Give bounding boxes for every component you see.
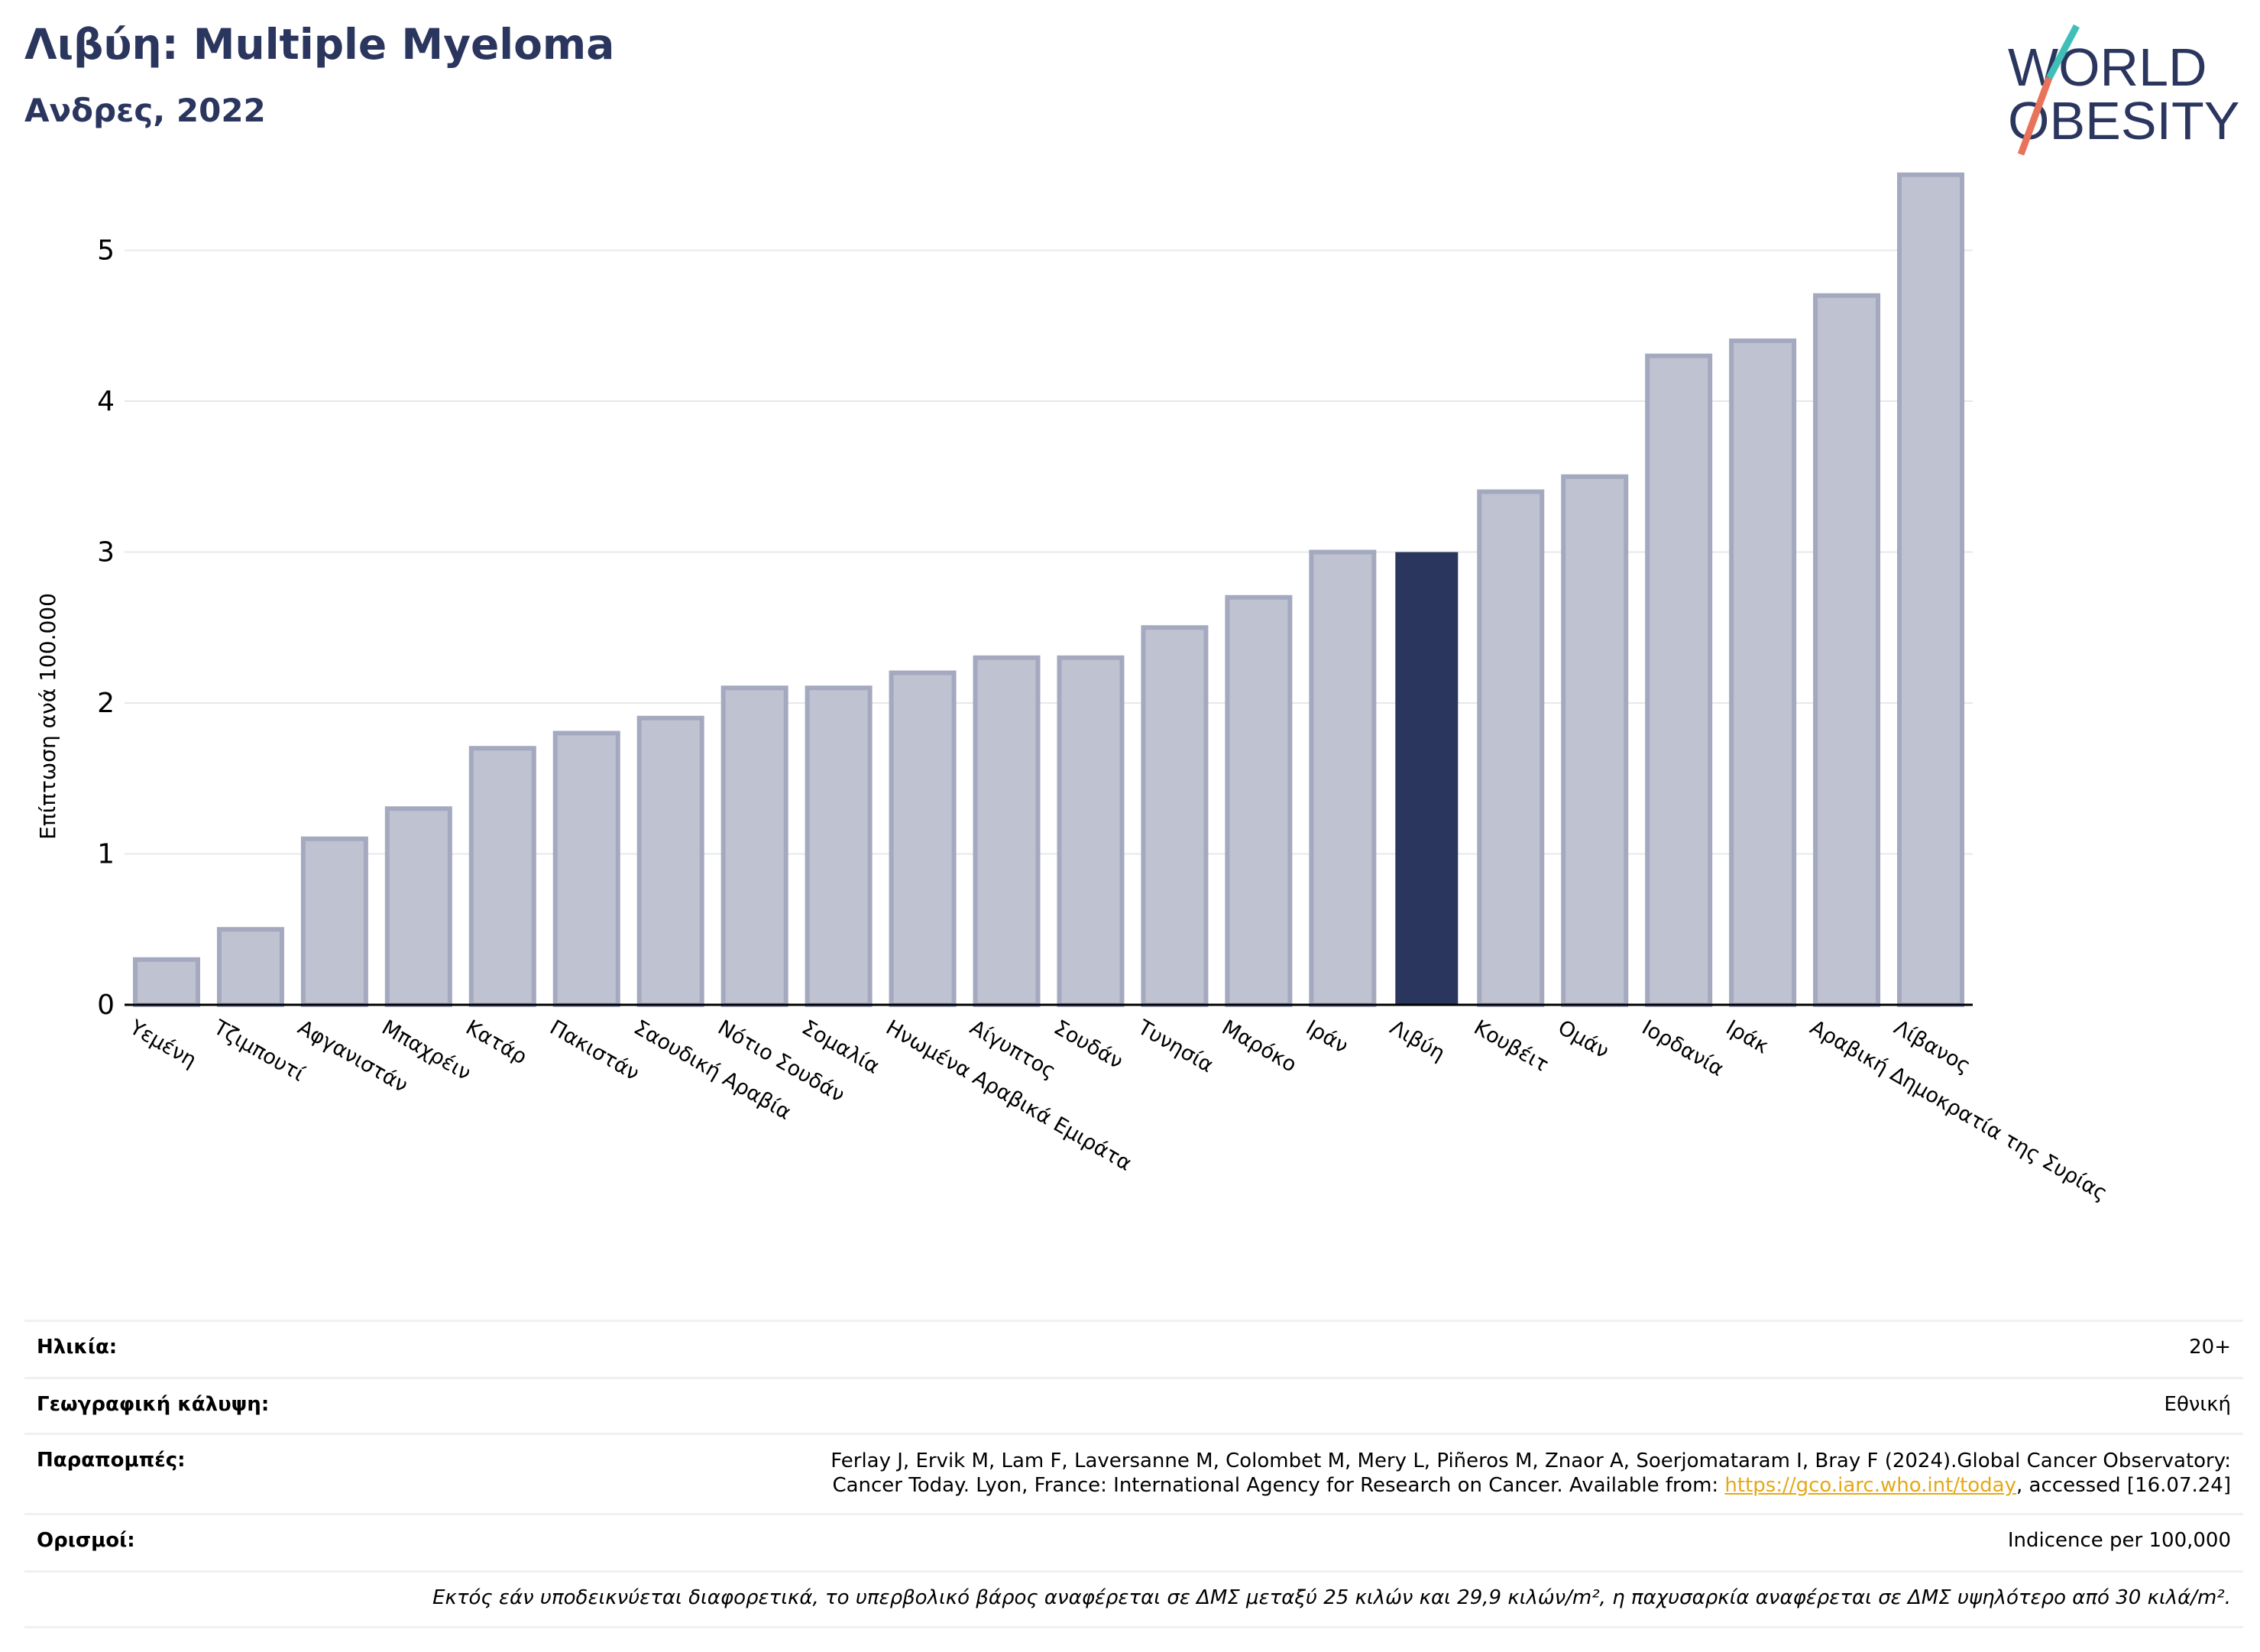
- x-tick-label: Τζιμπουτί: [209, 1015, 309, 1087]
- y-tick-label: 3: [97, 537, 115, 568]
- y-tick-label: 1: [97, 839, 115, 870]
- x-tick-label: Ιράκ: [1722, 1015, 1773, 1058]
- logo-line1: WORLD: [2008, 37, 2207, 97]
- references-value: Ferlay J, Ervik M, Lam F, Laversanne M, …: [831, 1449, 2231, 1498]
- bar: [973, 655, 1041, 1007]
- references-label: Παραπομπές:: [37, 1449, 186, 1472]
- x-tick-label: Υεμένη: [125, 1015, 201, 1073]
- logo-line2: OBESITY: [2008, 91, 2239, 151]
- bar: [552, 730, 620, 1007]
- references-link[interactable]: https://gco.iarc.who.int/today: [1724, 1474, 2017, 1497]
- bar: [889, 670, 957, 1007]
- x-tick-label: Σουδάν: [1050, 1015, 1127, 1074]
- bar: [805, 685, 873, 1007]
- references-line2: Cancer Today. Lyon, France: Internationa…: [832, 1474, 2231, 1497]
- age-value: 20+: [2189, 1336, 2231, 1359]
- logo-slash-top: [2046, 24, 2080, 80]
- x-tick-label: Τυνησία: [1133, 1015, 1217, 1078]
- y-tick-label: 2: [97, 688, 115, 719]
- x-tick-label: Κουβέιτ: [1470, 1015, 1553, 1077]
- x-tick-label: Πακιστάν: [546, 1015, 643, 1086]
- definitions-label: Ορισμοί:: [37, 1529, 135, 1552]
- bar: [1395, 552, 1459, 1005]
- chart-subtitle: Ανδρες, 2022: [24, 92, 266, 129]
- bar: [468, 746, 536, 1007]
- x-tick-label: Λιβύη: [1386, 1015, 1449, 1066]
- x-tick-label: Σαουδική Αραβία: [630, 1015, 795, 1125]
- bar: [1813, 293, 1881, 1007]
- bar-chart: 0 1 2 3 4 5 Επίπτωση ανά 100.000 Υεμένη Τζιμπουτ…: [35, 172, 2112, 1206]
- info-row-note: Εκτός εάν υποδεικνύεται διαφορετικά, το …: [24, 1570, 2243, 1628]
- coverage-label: Γεωγραφική κάλυψη:: [37, 1393, 270, 1416]
- x-tick-label: Ιορδανία: [1638, 1015, 1728, 1081]
- footnote: Εκτός εάν υποδεικνύεται διαφορετικά, το …: [432, 1586, 2231, 1609]
- bar: [1477, 489, 1545, 1007]
- bar: [720, 685, 788, 1007]
- info-table: Ηλικία: 20+ Γεωγραφική κάλυψη: Εθνική Πα…: [24, 1320, 2243, 1628]
- bar: [1897, 172, 1965, 1007]
- info-row-definitions: Ορισμοί: Indicence per 100,000: [24, 1513, 2243, 1570]
- y-tick-label: 5: [97, 235, 115, 267]
- x-tick-label: Κατάρ: [461, 1015, 531, 1069]
- y-axis-title: Επίπτωση ανά 100.000: [35, 593, 60, 840]
- references-line1: Ferlay J, Ervik M, Lam F, Laversanne M, …: [831, 1450, 2231, 1472]
- x-tick-label: Ιράν: [1302, 1015, 1352, 1058]
- x-tick-label: Αραβική Δημοκρατία της Συρίας: [1806, 1015, 2112, 1206]
- logo-slash-bottom: [2017, 76, 2053, 156]
- bar: [216, 927, 284, 1007]
- coverage-value: Εθνική: [2164, 1393, 2231, 1416]
- bar: [636, 715, 704, 1007]
- x-tick-label: Ομάν: [1554, 1015, 1613, 1064]
- info-row-references: Παραπομπές: Ferlay J, Ervik M, Lam F, La…: [24, 1433, 2243, 1513]
- chart-title: Λιβύη: Multiple Myeloma: [24, 20, 615, 69]
- bar: [1729, 338, 1797, 1007]
- bar: [1225, 594, 1293, 1007]
- bar: [1645, 353, 1713, 1007]
- bar: [1141, 625, 1209, 1007]
- bar: [384, 806, 452, 1007]
- y-tick-label: 0: [97, 990, 115, 1021]
- bar: [300, 836, 368, 1007]
- bar: [1057, 655, 1125, 1007]
- definitions-value: Indicence per 100,000: [2007, 1529, 2231, 1552]
- info-row-age: Ηλικία: 20+: [24, 1320, 2243, 1377]
- info-row-coverage: Γεωγραφική κάλυψη: Εθνική: [24, 1377, 2243, 1433]
- bar: [1561, 474, 1629, 1007]
- age-label: Ηλικία:: [37, 1336, 118, 1359]
- world-obesity-logo: WORLD OBESITY: [2008, 24, 2239, 156]
- bar: [132, 957, 200, 1007]
- bar: [1309, 549, 1377, 1007]
- y-tick-label: 4: [97, 386, 115, 417]
- x-tick-label: Μαρόκο: [1218, 1015, 1300, 1077]
